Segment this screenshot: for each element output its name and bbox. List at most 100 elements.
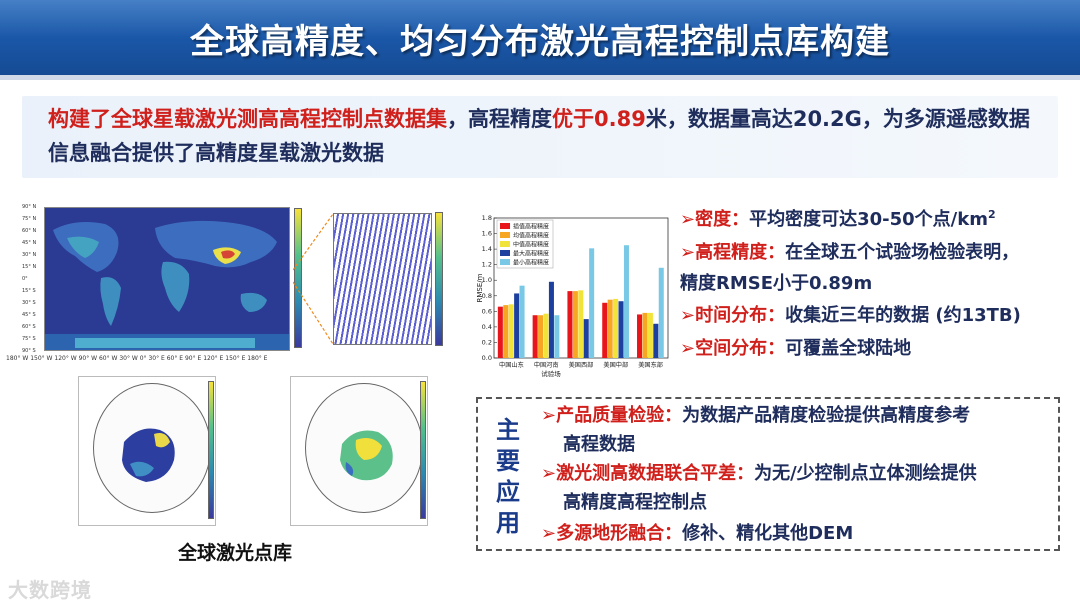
legend-label: 中值高程精度 [513, 241, 549, 249]
title-bar: 全球高精度、均匀分布激光高程控制点库构建 [0, 0, 1080, 80]
bar [647, 312, 653, 358]
summary-highlight-accuracy: 优于0.89 [552, 107, 646, 131]
arctic-drawing [122, 428, 175, 482]
applications-label-char: 主 [496, 416, 520, 444]
app-item-fusion-text: 修补、精化其他DEM [682, 523, 854, 544]
bar [618, 301, 624, 358]
applications-label: 主 要 应 用 [491, 415, 525, 539]
bar [514, 293, 520, 358]
latitude-label: 45° S [22, 312, 36, 318]
app-item-quality-key: 产品质量检验： [556, 405, 683, 426]
applications-label-char: 要 [496, 447, 520, 475]
bullet-space: ➢空间分布：可覆盖全球陆地 [680, 332, 1070, 365]
zoom-connector [293, 213, 333, 345]
y-tick-label: 0.2 [482, 338, 492, 346]
bar [578, 290, 584, 358]
latitude-label: 90° N [22, 204, 37, 210]
bar [613, 298, 619, 358]
arctic-colorbar [208, 381, 214, 519]
app-item-adjustment-cont: 高精度高程控制点 [563, 492, 707, 513]
applications-label-char: 用 [496, 509, 520, 537]
rmse-chart-svg: 0.0 0.2 0.4 0.6 0.8 1.0 1.2 1.4 1.6 1.8 RMSE/m 中国山东… [476, 214, 669, 378]
bar [623, 245, 629, 358]
world-map-colorbar [294, 208, 302, 348]
bar [503, 305, 509, 358]
bar [497, 306, 503, 358]
bar [538, 315, 544, 358]
x-tick-label: 美国中部 [603, 361, 628, 369]
latitude-label: 30° S [22, 300, 36, 306]
bar [567, 291, 573, 358]
summary-text-volume: 米，数据量高达20.2G，为多源遥感数据信息融合提供了高精度星载激光数据 [48, 107, 1030, 165]
y-tick-label: 1.2 [482, 261, 492, 269]
legend-swatch [500, 250, 510, 256]
latitude-label: 0° [22, 276, 28, 282]
arrow-icon: ➢ [680, 338, 696, 359]
bullet-density-sup: 2 [987, 208, 996, 221]
bar [572, 291, 578, 358]
app-item-quality-text: 为数据产品精度检验提供高精度参考 [682, 405, 971, 426]
y-axis-label: RMSE/m [476, 273, 484, 302]
latitude-label: 90° S [22, 348, 36, 354]
world-map-drawing [45, 208, 289, 350]
antarctic-drawing [340, 430, 393, 481]
title-shine [0, 0, 1080, 38]
y-tick-label: 1.8 [482, 214, 492, 222]
y-tick-label: 0.6 [482, 307, 492, 315]
latitude-label: 60° N [22, 228, 37, 234]
legend-swatch [500, 259, 510, 265]
stats-bullets: ➢密度：平均密度可达30-50个点/km2 ➢高程精度：在全球五个试验场检验表明… [680, 198, 1070, 365]
applications-box: 主 要 应 用 ➢产品质量检验：为数据产品精度检验提供高精度参考 高程数据 ➢激… [476, 397, 1060, 551]
y-tick-label: 0.0 [482, 354, 492, 362]
arrow-icon: ➢ [680, 305, 696, 326]
bar [508, 304, 514, 358]
legend-swatch [500, 241, 510, 247]
latitude-label: 15° S [22, 288, 36, 294]
arrow-icon: ➢ [680, 209, 696, 230]
bar [602, 302, 608, 358]
x-tick-label: 中国河南 [534, 361, 559, 369]
bar [548, 281, 554, 358]
app-item-adjustment: ➢激光测高数据联合平差：为无/少控制点立体测绘提供 高精度高程控制点 [541, 459, 1051, 517]
bullet-time-key: 时间分布： [695, 305, 786, 326]
arrow-icon: ➢ [541, 463, 557, 484]
x-axis-label: 试验场 [541, 369, 561, 378]
bar [519, 285, 525, 358]
bullet-accuracy-cont: 精度RMSE小于0.89m [680, 273, 873, 294]
bar [589, 248, 595, 358]
latitude-label: 75° S [22, 336, 36, 342]
app-item-fusion: ➢多源地形融合：修补、精化其他DEM [541, 519, 1051, 548]
watermark-logo: 大数跨境 [8, 578, 92, 602]
antarctic-globe [305, 383, 423, 513]
arrow-icon: ➢ [680, 242, 696, 263]
bullet-density-key: 密度： [695, 209, 750, 230]
arctic-map [78, 376, 216, 526]
bar [637, 314, 643, 358]
y-tick-label: 1.4 [482, 245, 492, 253]
y-tick-label: 1.6 [482, 230, 492, 238]
app-item-adjustment-key: 激光测高数据联合平差： [556, 463, 755, 484]
antarctic-colorbar [420, 381, 426, 519]
legend-label: 最小高程精度 [513, 259, 549, 267]
bullet-time: ➢时间分布：收集近三年的数据 (约13TB) [680, 299, 1070, 332]
app-item-quality-cont: 高程数据 [563, 434, 635, 455]
bar [554, 315, 560, 358]
bullet-time-text: 收集近三年的数据 (约13TB) [785, 305, 1021, 326]
longitude-labels: 180° W 150° W 120° W 90° W 60° W 30° W 0… [6, 355, 268, 362]
latitude-label: 30° N [22, 252, 37, 258]
latitude-label: 45° N [22, 240, 37, 246]
maps-caption: 全球激光点库 [178, 542, 293, 564]
y-tick-label: 1.0 [482, 276, 492, 284]
summary-text-accuracy: ，高程精度 [447, 107, 552, 131]
world-map [44, 207, 290, 351]
latitude-label: 75° N [22, 216, 37, 222]
app-item-quality: ➢产品质量检验：为数据产品精度检验提供高精度参考 高程数据 [541, 401, 1051, 459]
x-tick-label: 中国山东 [499, 361, 524, 369]
antarctic-map [290, 376, 428, 526]
bullet-space-key: 空间分布： [695, 338, 786, 359]
app-item-adjustment-text: 为无/少控制点立体测绘提供 [754, 463, 977, 484]
bullet-space-text: 可覆盖全球陆地 [785, 338, 912, 359]
zoom-track-map [333, 213, 432, 345]
arrow-icon: ➢ [541, 405, 557, 426]
bar [543, 313, 549, 358]
